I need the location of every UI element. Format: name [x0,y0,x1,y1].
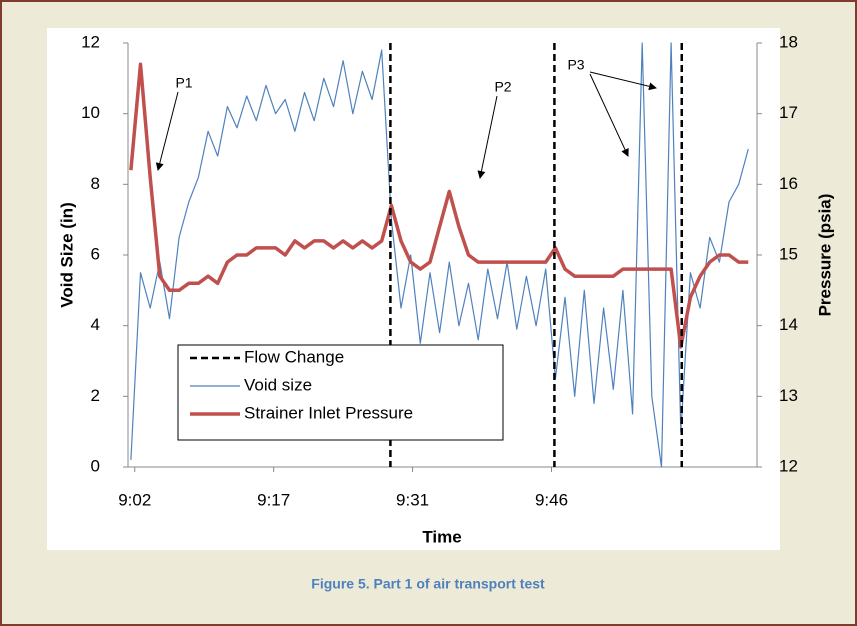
y2-tick-label: 16 [779,174,798,193]
annotation-label: P1 [175,75,192,91]
x-tick-label: 9:31 [396,490,429,509]
legend-label: Strainer Inlet Pressure [244,403,413,422]
legend-box [177,344,504,441]
x-tick-label: 9:46 [535,490,568,509]
x-tick-label: 9:17 [257,490,290,509]
y2-tick-label: 15 [779,244,798,263]
y2-tick-label: 14 [779,315,798,334]
series-line [130,42,749,468]
x-tick-label: 9:02 [118,490,151,509]
y-tick-label: 6 [91,244,100,263]
series-line [129,62,749,349]
y2-axis-label: Pressure (psia) [815,194,834,317]
y-tick-label: 12 [81,32,100,51]
y-axis-label: Void Size (in) [57,202,76,307]
annotation-arrow [477,95,498,179]
legend-label: Void size [244,375,312,394]
y2-tick-label: 18 [779,32,798,51]
annotation-arrow [589,71,657,91]
figure-caption: Figure 5. Part 1 of air transport test [311,576,545,592]
y-tick-label: 8 [91,174,100,193]
y-tick-label: 0 [91,456,100,475]
y-tick-label: 4 [91,315,100,334]
annotation-label: P3 [567,57,584,73]
y2-tick-label: 12 [779,456,798,475]
annotation-arrow [589,73,629,157]
x-axis-label: Time [422,527,461,546]
legend-label: Flow Change [244,347,344,366]
y-tick-label: 10 [81,103,100,122]
y2-tick-label: 17 [779,103,798,122]
y-tick-label: 2 [91,386,100,405]
annotation-label: P2 [494,79,511,95]
y2-tick-label: 13 [779,386,798,405]
annotation-arrow [155,91,179,171]
